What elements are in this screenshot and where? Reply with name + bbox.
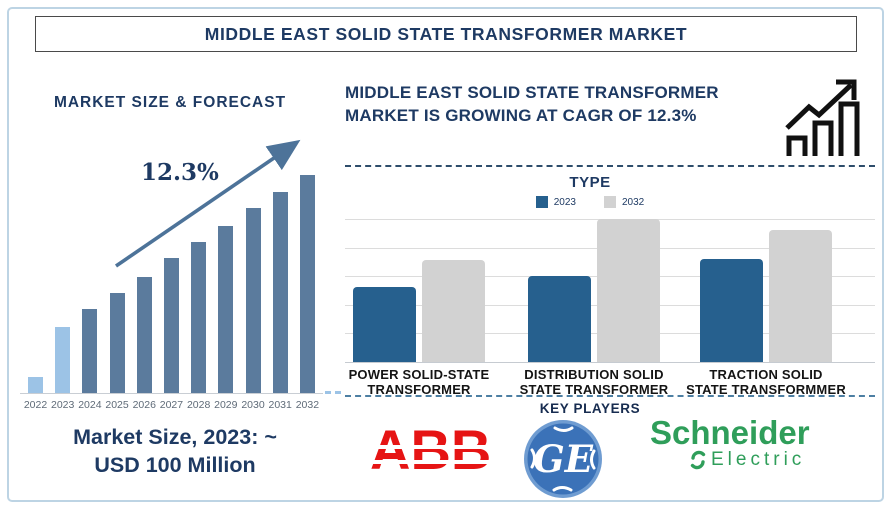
forecast-bar-2023 (55, 327, 71, 393)
type-bar-2023 (700, 259, 763, 362)
forecast-bar-2030 (245, 208, 261, 393)
forecast-chart (22, 170, 321, 393)
forecast-bar-column (158, 258, 185, 393)
gridline (345, 362, 875, 363)
forecast-bar-column (49, 327, 76, 393)
type-bar-2032 (769, 230, 832, 362)
forecast-bar-2025 (109, 293, 125, 393)
forecast-bar-2026 (136, 277, 152, 393)
forecast-bar-column (22, 377, 49, 393)
forecast-bar-column (267, 192, 294, 393)
forecast-bar-2024 (82, 309, 98, 393)
dashed-separator-top (345, 165, 875, 167)
forecast-chart-title: MARKET SIZE & FORECAST (53, 94, 287, 111)
type-category-label: TRACTION SOLID STATE TRANSFORMMER (686, 367, 846, 398)
cagr-heading-line1: MIDDLE EAST SOLID STATE TRANSFORMER (345, 83, 719, 102)
ge-logo: GE (524, 420, 602, 498)
legend-swatch-2032 (604, 196, 616, 208)
cagr-heading: MIDDLE EAST SOLID STATE TRANSFORMER MARK… (345, 82, 775, 127)
key-players-title: KEY PLAYERS (539, 401, 641, 416)
year-tick-label: 2025 (105, 399, 129, 411)
forecast-bar-column (104, 293, 131, 393)
type-bar-2023 (528, 276, 591, 362)
year-tick-label: 2022 (23, 399, 48, 411)
ge-logo-text: GE (533, 437, 594, 481)
forecast-bar-column (131, 277, 158, 393)
forecast-axis-line (20, 393, 323, 394)
type-bar-group (528, 219, 660, 362)
year-tick-label: 2028 (186, 399, 211, 411)
schneider-logo-text: Schneider (650, 414, 810, 451)
schneider-logo: Schneider Electric (650, 414, 865, 471)
year-tick-label: 2026 (132, 399, 156, 411)
type-category-label: DISTRIBUTION SOLID STATE TRANSFORMER (519, 367, 669, 398)
forecast-bar-column (212, 226, 239, 393)
forecast-axis-dashes (325, 391, 341, 394)
schneider-electric-text: Electric (711, 448, 806, 470)
forecast-bar-column (185, 242, 212, 393)
type-category-labels: POWER SOLID-STATE TRANSFORMER DISTRIBUTIO… (345, 367, 875, 397)
forecast-bar-column (240, 208, 267, 393)
year-tick-label: 2029 (214, 399, 238, 411)
forecast-bar-2022 (28, 377, 43, 393)
growth-chart-icon (785, 79, 860, 156)
forecast-bar-2031 (272, 192, 288, 393)
legend-item-2032: 2032 (604, 196, 644, 208)
forecast-bar-2032 (299, 175, 315, 393)
forecast-bar-2027 (163, 258, 179, 393)
type-bar-group (700, 230, 832, 362)
market-size-footnote-line2: USD 100 Million (94, 452, 256, 477)
forecast-bar-2028 (191, 242, 207, 393)
cagr-annotation: 12.3% (141, 159, 219, 186)
year-tick-label: 2031 (268, 399, 292, 411)
forecast-bar-column (76, 309, 103, 393)
legend-swatch-2023 (535, 196, 548, 208)
title-bar: MIDDLE EAST SOLID STATE TRANSFORMER MARK… (35, 16, 857, 52)
forecast-bar-2029 (218, 226, 234, 393)
abb-logo-stripe (370, 460, 498, 464)
year-tick-label: 2032 (295, 399, 320, 411)
type-bar-2023 (353, 287, 416, 362)
abb-logo-text: ABB (370, 418, 492, 481)
year-tick-label: 2027 (159, 399, 184, 411)
page-title: MIDDLE EAST SOLID STATE TRANSFORMER MARK… (204, 23, 688, 44)
schneider-electric-row: Electric (688, 449, 865, 471)
year-tick-label: 2024 (78, 399, 102, 411)
type-category-label: POWER SOLID-STATE TRANSFORMER (348, 367, 490, 398)
market-size-footnote: Market Size, 2023: ~ USD 100 Million (30, 424, 320, 480)
legend-label-2023: 2023 (553, 196, 576, 208)
year-tick-label: 2030 (241, 399, 265, 411)
year-tick-label: 2023 (51, 399, 75, 411)
abb-logo: ABB (370, 418, 500, 481)
cagr-heading-line2: MARKET IS GROWING AT CAGR OF 12.3% (345, 105, 697, 125)
market-size-footnote-line1: Market Size, 2023: ~ (73, 425, 277, 449)
dashed-separator-bottom (345, 395, 875, 397)
type-bar-2032 (422, 260, 485, 362)
type-legend: 2023 2032 (345, 196, 835, 208)
legend-item-2023: 2023 (535, 196, 576, 208)
forecast-year-axis: 2022 2023 2024 2025 2026 2027 2028 2029 2030 2031… (22, 399, 321, 411)
abb-logo-stripe (370, 445, 498, 449)
type-chart-title: TYPE (569, 174, 611, 191)
forecast-bar-column (294, 175, 321, 393)
type-chart (345, 219, 875, 363)
schneider-s-icon (690, 450, 706, 469)
legend-label-2032: 2032 (622, 196, 645, 208)
type-bar-group (353, 260, 485, 362)
type-bar-2032 (597, 219, 660, 362)
